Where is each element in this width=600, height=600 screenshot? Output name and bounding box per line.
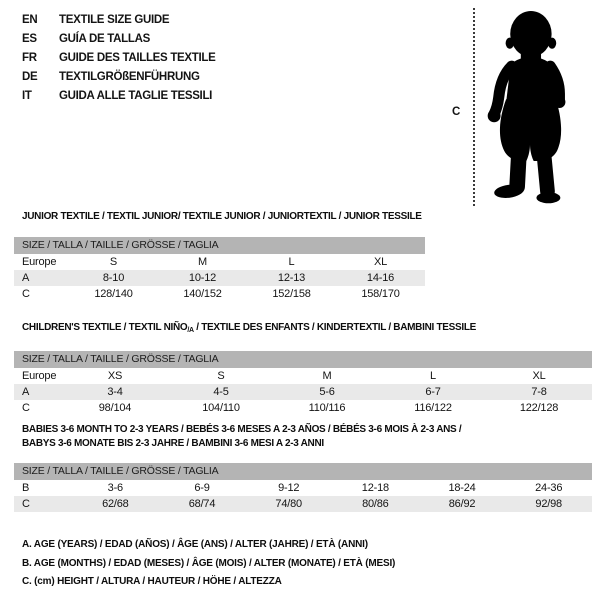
footnote-age-years: A. AGE (YEARS) / EDAD (AÑOS) / ÂGE (ANS)… (22, 539, 368, 550)
language-title: GUIDA ALLE TAGLIE TESSILI (59, 90, 213, 102)
size-cell: 158/170 (361, 287, 400, 300)
language-row: ES GUÍA DE TALLAS (22, 30, 216, 49)
size-cell: 74/80 (275, 498, 302, 510)
size-cell: 68/74 (188, 498, 216, 510)
language-row: EN TEXTILE SIZE GUIDE (22, 11, 216, 30)
size-cell: M (322, 369, 332, 382)
size-cell: 4-5 (213, 385, 229, 398)
table-row: Europe XS S M L XL (14, 368, 592, 384)
table-title: CHILDREN'S TEXTILE / TEXTIL NIÑO/A / TEX… (22, 321, 592, 338)
size-cell: 18-24 (448, 482, 476, 494)
size-cell: 6-7 (425, 385, 441, 398)
table-title-text: / TEXTILE DES ENFANTS / KINDERTEXTIL / B… (193, 322, 477, 333)
size-cell: 86/92 (448, 498, 476, 510)
size-cell: 14-16 (366, 271, 395, 284)
size-cell: 24-36 (535, 482, 563, 494)
row-label: C (22, 287, 30, 300)
size-cell: 98/104 (98, 401, 132, 414)
table-row: C 62/68 68/74 74/80 80/86 86/92 92/98 (14, 496, 592, 512)
size-cell: 9-12 (278, 482, 300, 494)
table-row: A 8-10 10-12 12-13 14-16 (14, 269, 425, 286)
size-cell: 80/86 (362, 498, 389, 510)
toddler-silhouette-icon (487, 10, 566, 204)
size-cell: 110/116 (308, 401, 346, 414)
size-cell: S (217, 369, 225, 382)
size-cell: 12-13 (277, 271, 306, 284)
size-cell: 122/128 (519, 401, 559, 414)
language-row: IT GUIDA ALLE TAGLIE TESSILI (22, 87, 216, 106)
table-row: A 3-4 4-5 5-6 6-7 7-8 (14, 383, 592, 400)
size-cell: L (430, 369, 436, 382)
table-row: C 98/104 104/110 110/116 116/122 122/128 (14, 400, 592, 416)
row-label: A (22, 271, 30, 284)
language-code: IT (22, 90, 32, 102)
table-title-text: BABIES 3-6 MONTH TO 2-3 YEARS / BEBÉS 3-… (22, 424, 462, 435)
size-cell: 92/98 (535, 498, 562, 510)
language-title: TEXTILGRÖßENFÜHRUNG (59, 71, 200, 83)
size-table-babies: BABIES 3-6 MONTH TO 2-3 YEARS / BEBÉS 3-… (14, 423, 592, 512)
size-cell: 10-12 (188, 271, 217, 284)
row-label: Europe (22, 255, 57, 268)
language-title: GUÍA DE TALLAS (59, 33, 150, 45)
row-label: C (22, 498, 30, 510)
table-row: Europe S M L XL (14, 254, 425, 270)
size-cell: 140/152 (183, 287, 222, 300)
row-label: B (22, 482, 30, 494)
size-cell: S (109, 255, 118, 268)
size-header-bar: SIZE / TALLA / TAILLE / GRÖSSE / TAGLIA (14, 463, 592, 480)
footnote-age-months: B. AGE (MONTHS) / EDAD (MESES) / ÂGE (MO… (22, 557, 396, 569)
size-table-children: CHILDREN'S TEXTILE / TEXTIL NIÑO/A / TEX… (14, 321, 592, 416)
language-code: EN (22, 14, 38, 26)
row-label: A (22, 385, 30, 398)
size-cell: 152/158 (272, 287, 311, 300)
language-code: ES (22, 33, 37, 45)
language-row: DE TEXTILGRÖßENFÜHRUNG (22, 68, 216, 87)
size-table-junior: JUNIOR TEXTILE / TEXTIL JUNIOR/ TEXTILE … (14, 210, 425, 302)
height-measure-label: C (452, 106, 461, 118)
language-code: DE (22, 71, 38, 83)
size-cell: 128/140 (94, 287, 133, 300)
size-cell: 3-4 (107, 385, 123, 398)
table-title-text: JUNIOR TEXTILE / TEXTIL JUNIOR/ TEXTILE … (22, 211, 422, 222)
footnotes: A. AGE (YEARS) / EDAD (AÑOS) / ÂGE (ANS)… (22, 536, 395, 592)
height-measure-line (473, 8, 475, 206)
language-code: FR (22, 52, 37, 64)
size-header-bar: SIZE / TALLA / TAILLE / GRÖSSE / TAGLIA (14, 236, 425, 254)
size-cell: M (198, 255, 207, 268)
language-row: FR GUIDE DES TAILLES TEXTILE (22, 49, 216, 68)
size-cell: 3-6 (107, 482, 124, 494)
size-cell: XS (107, 369, 123, 382)
size-cell: 7-8 (531, 385, 547, 398)
table-title: BABIES 3-6 MONTH TO 2-3 YEARS / BEBÉS 3-… (22, 423, 592, 450)
row-label: C (22, 401, 30, 414)
size-cell: 12-18 (361, 482, 389, 494)
table-body: Europe XS S M L XL A 3-4 4-5 5-6 6-7 7-8 C 98/104 104/… (14, 368, 592, 416)
size-header-bar: SIZE / TALLA / TAILLE / GRÖSSE / TAGLIA (14, 350, 592, 368)
table-title-text: BABYS 3-6 MONATE BIS 2-3 JAHRE / BAMBINI… (22, 437, 324, 449)
size-cell: 104/110 (202, 401, 240, 414)
size-cell: 62/68 (102, 498, 129, 510)
table-row: C 128/140 140/152 152/158 158/170 (14, 286, 425, 302)
size-cell: XL (532, 369, 546, 382)
size-cell: 5-6 (319, 385, 335, 398)
footnote-height-cm: C. (cm) HEIGHT / ALTURA / HAUTEUR / HÖHE… (22, 576, 282, 587)
language-title: GUIDE DES TAILLES TEXTILE (59, 52, 216, 64)
language-title: TEXTILE SIZE GUIDE (59, 14, 170, 26)
language-list: EN TEXTILE SIZE GUIDE ES GUÍA DE TALLAS … (22, 11, 216, 106)
row-label: Europe (22, 369, 57, 382)
size-cell: 6-9 (194, 482, 210, 494)
size-cell: 8-10 (102, 271, 125, 284)
table-body: Europe S M L XL A 8-10 10-12 12-13 14-16 C 128/140 1… (14, 254, 425, 302)
table-title: JUNIOR TEXTILE / TEXTIL JUNIOR/ TEXTILE … (22, 210, 425, 224)
table-row: B 3-6 6-9 9-12 12-18 18-24 24-36 (14, 480, 592, 496)
height-figure: C (440, 0, 600, 220)
table-title-text: /A (187, 327, 194, 334)
size-cell: L (288, 255, 295, 268)
size-cell: XL (373, 255, 388, 268)
size-cell: 116/122 (414, 401, 452, 414)
table-title-text: CHILDREN'S TEXTILE / TEXTIL NIÑO (22, 322, 188, 333)
table-body: B 3-6 6-9 9-12 12-18 18-24 24-36 C 62/68 68/74 74/… (14, 480, 592, 512)
